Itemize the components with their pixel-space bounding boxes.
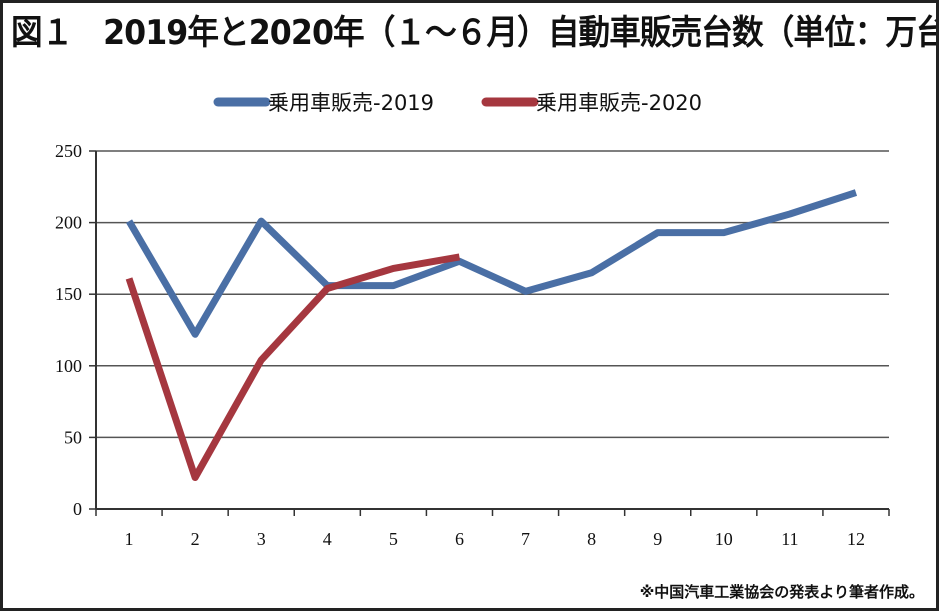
x-tick-label: 8	[587, 529, 596, 549]
x-tick-label: 5	[389, 529, 398, 549]
y-tick-label: 0	[73, 499, 82, 519]
x-tick-label: 7	[521, 529, 530, 549]
legend-label: 乗用車販売-2019	[268, 91, 434, 115]
x-tick-label: 3	[257, 529, 266, 549]
x-tick-label: 1	[125, 529, 134, 549]
x-tick-label: 6	[455, 529, 464, 549]
y-tick-label: 150	[55, 284, 82, 304]
x-tick-label: 12	[847, 529, 865, 549]
x-tick-label: 2	[191, 529, 200, 549]
x-tick-label: 11	[781, 529, 798, 549]
legend-label: 乗用車販売-2020	[536, 91, 702, 115]
x-tick-label: 4	[323, 529, 332, 549]
y-tick-label: 100	[55, 356, 82, 376]
y-tick-label: 200	[55, 213, 82, 233]
chart-title: 図１ 2019年と2020年（１～６月）自動車販売台数（単位：万台）	[11, 13, 939, 53]
source-note: ※中国汽車工業協会の発表より筆者作成。	[639, 583, 924, 601]
y-tick-label: 50	[64, 427, 82, 447]
series-line-2019	[126, 189, 858, 338]
series-line-2020	[125, 253, 461, 481]
x-tick-label: 9	[653, 529, 662, 549]
x-tick-label: 10	[715, 529, 733, 549]
y-tick-label: 250	[55, 141, 82, 161]
